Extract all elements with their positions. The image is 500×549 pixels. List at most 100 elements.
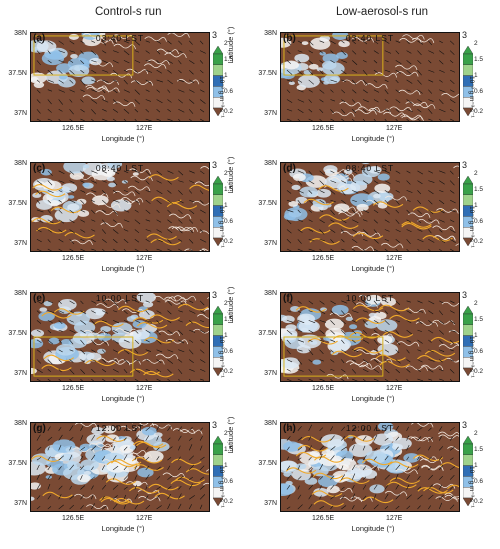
colorbar-tick: 1 (224, 202, 228, 209)
x-tick: 126.5E (312, 515, 335, 522)
y-axis-label: Latitude (°) (226, 26, 235, 64)
y-axis-label: Latitude (°) (226, 156, 235, 194)
colorbar (213, 306, 223, 376)
colorbar-tick: 2 (474, 40, 478, 47)
x-tick: 126.5E (312, 125, 335, 132)
panel-time: 03:40 LST (95, 33, 145, 43)
panel-time: 12:00 LST (345, 423, 395, 433)
map-plot (280, 292, 460, 382)
map-plot (280, 422, 460, 512)
colorbar-tick: 0.2 (224, 368, 234, 375)
y-tick: 38N (14, 160, 27, 167)
panel-time: 10:00 LST (345, 293, 395, 303)
y-tick: 37N (264, 500, 277, 507)
column-title-low-aerosol: Low-aerosol-s run (336, 6, 429, 18)
colorbar-tick: 0.6 (474, 88, 484, 95)
colorbar-unit: 10⁻³ g m⁻³ s⁻¹ (468, 336, 475, 378)
wind-scale-label: 3 (212, 160, 218, 170)
y-tick: 37.5N (258, 460, 277, 467)
colorbar (213, 176, 223, 246)
colorbar-unit: 10⁻³ g m⁻³ s⁻¹ (218, 336, 225, 378)
map-plot (30, 162, 210, 252)
colorbar-unit: 10⁻³ g m⁻³ s⁻¹ (468, 206, 475, 248)
wind-scale-label: 3 (212, 290, 218, 300)
map-panel-f: (f) 10:00 LST 3 Latitude (°) 38N 37.5N 37N 126.… (226, 287, 490, 415)
map-plot (30, 292, 210, 382)
panel-time: 08:40 LST (345, 163, 395, 173)
panel-label: (e) (33, 293, 46, 304)
colorbar-tick: 0.6 (474, 218, 484, 225)
y-tick: 38N (14, 290, 27, 297)
panel-label: (g) (33, 423, 46, 434)
panel-label: (c) (33, 163, 46, 174)
wind-scale-label: 3 (462, 290, 468, 300)
colorbar-tick: 0.2 (474, 108, 484, 115)
y-tick: 37N (264, 110, 277, 117)
x-tick: 126.5E (62, 125, 85, 132)
colorbar-tick: 1 (224, 72, 228, 79)
colorbar-unit: 10⁻³ g m⁻³ s⁻¹ (468, 466, 475, 508)
x-axis-label: Longitude (°) (101, 264, 145, 273)
wind-scale-label: 3 (462, 30, 468, 40)
x-axis-label: Longitude (°) (101, 524, 145, 533)
map-panel-b: (b) 03:40 LST 3 Latitude (°) 38N 37.5N 37N 126.… (226, 27, 490, 155)
colorbar-tick: 2 (224, 170, 228, 177)
colorbar-tick: 0.2 (224, 498, 234, 505)
panel-label: (h) (283, 423, 296, 434)
wind-scale-label: 3 (462, 420, 468, 430)
colorbar-unit: 10⁻³ g m⁻³ s⁻¹ (468, 76, 475, 118)
colorbar-tick: 1 (474, 202, 478, 209)
panel-label: (b) (283, 33, 296, 44)
colorbar-unit: 10⁻³ g m⁻³ s⁻¹ (218, 206, 225, 248)
colorbar-tick: 0.2 (224, 238, 234, 245)
colorbar-tick: 1.5 (474, 446, 484, 453)
colorbar-tick: 2 (224, 300, 228, 307)
x-tick: 127E (136, 385, 153, 392)
x-axis-label: Longitude (°) (351, 264, 395, 273)
x-axis-label: Longitude (°) (351, 134, 395, 143)
y-tick: 37.5N (258, 200, 277, 207)
colorbar-tick: 0.6 (474, 478, 484, 485)
colorbar-tick: 1.5 (474, 186, 484, 193)
colorbar-tick: 1.5 (224, 446, 234, 453)
colorbar (463, 46, 473, 116)
wind-scale-label: 3 (462, 160, 468, 170)
x-tick: 127E (136, 255, 153, 262)
colorbar-tick: 0.6 (224, 478, 234, 485)
y-tick: 37.5N (258, 70, 277, 77)
colorbar-tick: 1.5 (474, 316, 484, 323)
y-tick: 37.5N (8, 200, 27, 207)
map-panel-d: (d) 08:40 LST 3 Latitude (°) 38N 37.5N 37N 126.… (226, 157, 490, 285)
y-tick: 38N (14, 30, 27, 37)
map-panel-h: (h) 12:00 LST 3 Latitude (°) 38N 37.5N 37N 126.… (226, 417, 490, 545)
x-axis-label: Longitude (°) (101, 134, 145, 143)
colorbar-tick: 1.5 (224, 186, 234, 193)
colorbar-tick: 0.2 (474, 368, 484, 375)
x-tick: 126.5E (62, 515, 85, 522)
colorbar-tick: 1 (474, 332, 478, 339)
y-tick: 37.5N (8, 460, 27, 467)
y-tick: 38N (264, 420, 277, 427)
y-tick: 37.5N (258, 330, 277, 337)
y-tick: 37N (14, 370, 27, 377)
y-tick: 38N (14, 420, 27, 427)
y-tick: 37.5N (8, 330, 27, 337)
colorbar-tick: 0.2 (474, 238, 484, 245)
colorbar-tick: 1 (224, 462, 228, 469)
colorbar-tick: 2 (224, 430, 228, 437)
wind-scale-label: 3 (212, 30, 218, 40)
y-tick: 37N (14, 240, 27, 247)
colorbar-tick: 0.6 (224, 218, 234, 225)
y-axis-label: Latitude (°) (226, 286, 235, 324)
colorbar-tick: 1.5 (224, 316, 234, 323)
colorbar-unit: 10⁻³ g m⁻³ s⁻¹ (218, 466, 225, 508)
y-tick: 38N (264, 160, 277, 167)
colorbar (463, 436, 473, 506)
colorbar-tick: 1 (474, 72, 478, 79)
x-tick: 126.5E (312, 385, 335, 392)
colorbar-tick: 0.2 (224, 108, 234, 115)
x-tick: 126.5E (62, 385, 85, 392)
